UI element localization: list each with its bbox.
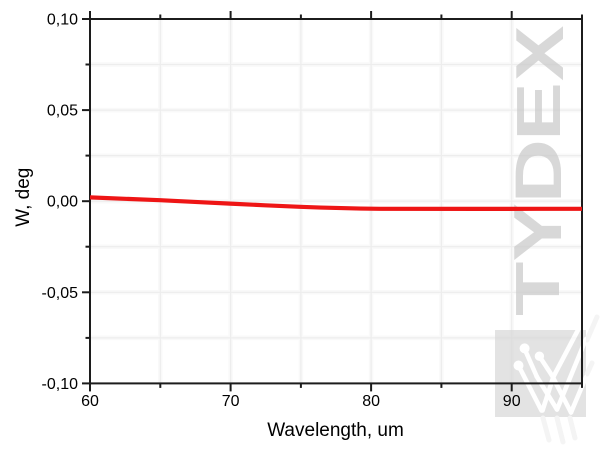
svg-text:90: 90 <box>503 393 521 410</box>
svg-text:-0,10: -0,10 <box>42 376 79 393</box>
svg-text:T: T <box>503 262 573 316</box>
svg-text:80: 80 <box>362 393 380 410</box>
svg-text:D: D <box>502 139 576 204</box>
svg-text:60: 60 <box>81 393 99 410</box>
svg-text:W, deg: W, deg <box>13 168 34 227</box>
svg-text:0,00: 0,00 <box>47 194 78 211</box>
svg-text:Y: Y <box>499 203 575 262</box>
svg-text:0,10: 0,10 <box>47 12 78 29</box>
svg-text:70: 70 <box>222 393 240 410</box>
svg-text:Wavelength, um: Wavelength, um <box>267 420 404 441</box>
svg-text:X: X <box>502 26 578 81</box>
svg-text:E: E <box>504 82 573 141</box>
svg-text:-0,05: -0,05 <box>42 285 79 302</box>
svg-text:0,05: 0,05 <box>47 103 78 120</box>
